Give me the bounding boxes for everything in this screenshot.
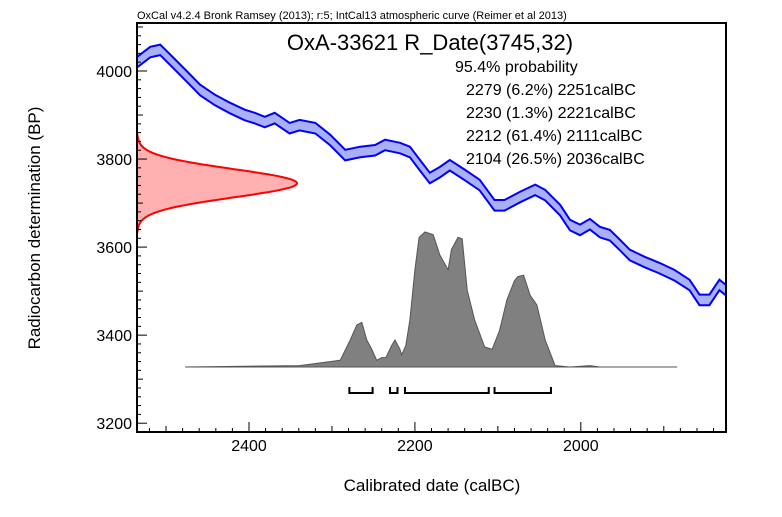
- range-text-3: 2104 (26.5%) 2036calBC: [466, 151, 645, 168]
- y-tick-label: 4000: [96, 64, 132, 81]
- y-tick-label: 3800: [96, 152, 132, 169]
- range-bracket: [389, 387, 399, 394]
- y-tick-label: 3600: [96, 240, 132, 257]
- radiocarbon-date-fill: [137, 133, 297, 233]
- y-tick-label: 3200: [96, 416, 132, 433]
- range-text-2: 2212 (61.4%) 2111calBC: [466, 128, 642, 145]
- x-tick-label: 2400: [231, 438, 267, 455]
- range-bracket: [348, 387, 374, 394]
- calibration-curve-upper: [136, 43, 727, 296]
- chart-header: OxCal v4.2.4 Bronk Ramsey (2013); r:5; I…: [137, 10, 567, 22]
- probability-label: 95.4% probability: [455, 59, 578, 76]
- x-tick-label: 2000: [563, 438, 599, 455]
- x-axis-label: Calibrated date (calBC): [344, 476, 521, 495]
- calibration-curve-lower: [136, 54, 727, 307]
- y-axis-label: Radiocarbon determination (BP): [25, 107, 44, 350]
- calibration-curve-band: [137, 44, 726, 306]
- chart-title: OxA-33621 R_Date(3745,32): [287, 30, 573, 55]
- range-bracket: [403, 387, 490, 394]
- range-text-0: 2279 (6.2%) 2251calBC: [466, 82, 636, 99]
- y-tick-label: 3400: [96, 328, 132, 345]
- range-text-1: 2230 (1.3%) 2221calBC: [466, 105, 636, 122]
- x-tick-label: 2200: [397, 438, 433, 455]
- radiocarbon-date-curve: [136, 133, 299, 233]
- range-bracket: [493, 387, 552, 394]
- posterior-distribution: [185, 231, 678, 368]
- plot-frame: [136, 22, 727, 433]
